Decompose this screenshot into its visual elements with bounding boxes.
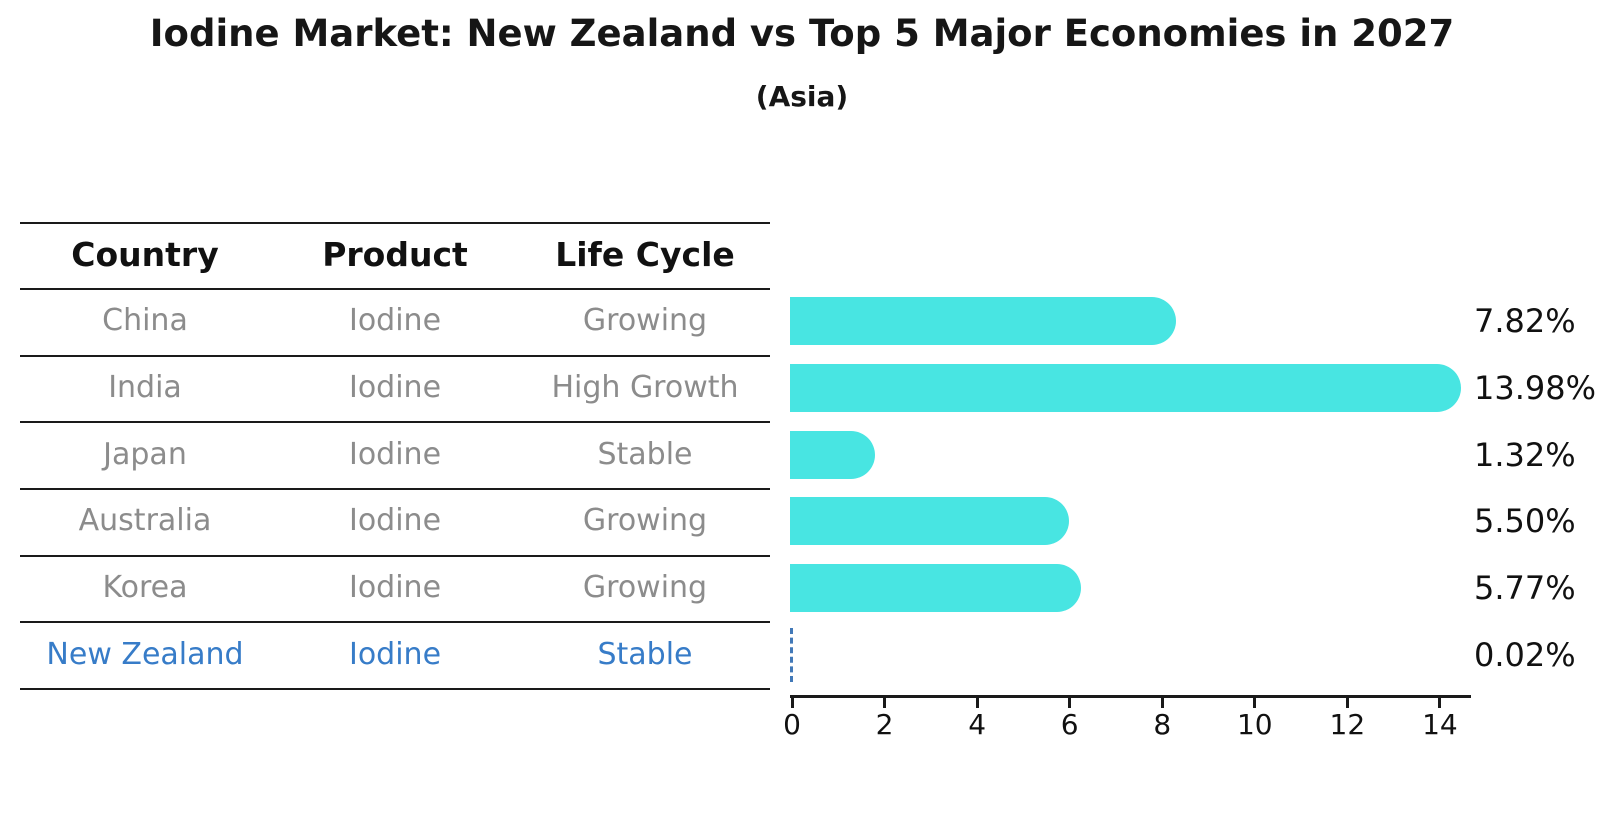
x-axis-line xyxy=(790,695,1471,698)
table-header-life_cycle: Life Cycle xyxy=(555,235,735,274)
table-cell-country: Japan xyxy=(103,437,187,472)
chart-title: Iodine Market: New Zealand vs Top 5 Majo… xyxy=(149,12,1455,55)
x-axis-tick xyxy=(1345,698,1349,708)
table-cell-life_cycle: Stable xyxy=(597,637,693,672)
bar-value-label: 7.82% xyxy=(1474,302,1576,340)
table-cell-country: India xyxy=(108,370,182,405)
table-rule xyxy=(20,222,770,224)
table-rule xyxy=(20,555,770,557)
table-cell-product: Iodine xyxy=(348,570,442,605)
chart-subtitle: (Asia) xyxy=(755,80,849,113)
x-axis-tick-label: 0 xyxy=(783,708,801,741)
table-cell-product: Iodine xyxy=(348,503,442,538)
bar-new-zealand xyxy=(790,628,793,682)
bar-value-label: 5.77% xyxy=(1474,569,1576,607)
x-axis-tick-label: 6 xyxy=(1060,708,1079,741)
bar-value-label: 5.50% xyxy=(1474,502,1576,540)
x-axis-tick xyxy=(1253,698,1257,708)
table-rule xyxy=(20,288,770,290)
x-axis-tick-label: 4 xyxy=(968,708,987,741)
x-axis-tick-label: 2 xyxy=(875,708,894,741)
table-cell-life_cycle: Growing xyxy=(582,570,708,605)
x-axis-tick xyxy=(1068,698,1072,708)
table-cell-life_cycle: High Growth xyxy=(551,370,739,405)
table-cell-life_cycle: Growing xyxy=(582,503,708,538)
table-cell-life_cycle: Stable xyxy=(597,437,693,472)
bar-india xyxy=(790,364,1461,412)
table-rule xyxy=(20,421,770,423)
table-rule xyxy=(20,488,770,490)
table-cell-product: Iodine xyxy=(348,437,442,472)
table-cell-product: Iodine xyxy=(348,637,442,672)
table-cell-product: Iodine xyxy=(348,303,442,338)
bar-value-label: 13.98% xyxy=(1474,369,1597,407)
table-rule xyxy=(20,621,770,623)
x-axis-tick xyxy=(883,698,887,708)
table-rule xyxy=(20,355,770,357)
x-axis-tick xyxy=(1160,698,1164,708)
x-axis-tick-label: 12 xyxy=(1329,708,1366,741)
table-cell-product: Iodine xyxy=(348,370,442,405)
bar-korea xyxy=(790,564,1082,612)
table-cell-country: Korea xyxy=(102,570,188,605)
table-cell-country: China xyxy=(102,303,188,338)
bar-australia xyxy=(790,497,1069,545)
table-cell-country: New Zealand xyxy=(46,637,244,672)
x-axis-tick xyxy=(1438,698,1442,708)
x-axis-tick xyxy=(790,698,794,708)
table-rule xyxy=(20,688,770,690)
x-axis-tick xyxy=(975,698,979,708)
bar-value-label: 1.32% xyxy=(1474,436,1576,474)
x-axis-tick-label: 14 xyxy=(1422,708,1458,741)
bar-value-label: 0.02% xyxy=(1474,636,1576,674)
x-axis-tick-label: 10 xyxy=(1236,708,1273,741)
table-header-country: Country xyxy=(71,235,219,274)
x-axis-tick-label: 8 xyxy=(1153,708,1172,741)
table-cell-life_cycle: Growing xyxy=(582,303,708,338)
table-header-product: Product xyxy=(322,235,468,274)
bar-japan xyxy=(790,431,876,479)
bar-china xyxy=(790,297,1176,345)
table-cell-country: Australia xyxy=(78,503,212,538)
